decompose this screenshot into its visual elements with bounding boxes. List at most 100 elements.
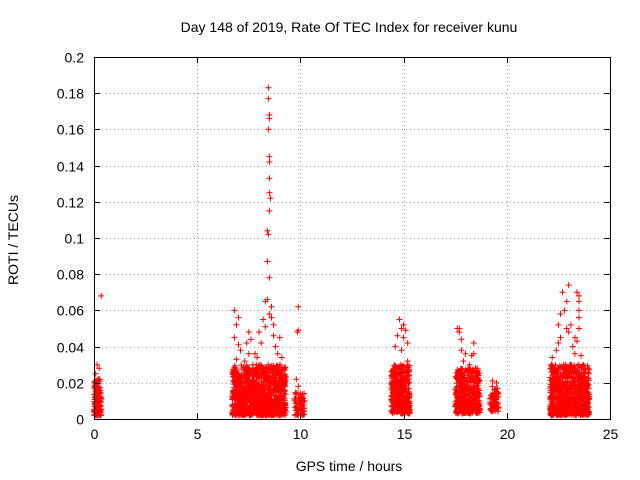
data-point (237, 347, 244, 354)
data-point (390, 388, 397, 395)
data-point (493, 379, 500, 386)
data-point (268, 390, 275, 397)
data-point (398, 381, 405, 388)
data-point (280, 375, 287, 381)
data-point (266, 153, 273, 160)
data-point (248, 409, 255, 416)
data-point (250, 372, 257, 379)
data-point (246, 405, 253, 412)
data-point (568, 405, 575, 412)
data-point (584, 383, 591, 390)
data-point (549, 354, 556, 361)
chart-title: Day 148 of 2019, Rate Of TEC Index for r… (181, 19, 518, 35)
data-point (569, 343, 576, 350)
data-point (565, 368, 572, 375)
data-point (254, 400, 261, 407)
data-point (569, 364, 576, 371)
data-point (489, 383, 496, 390)
data-point (267, 406, 274, 413)
data-point (473, 410, 480, 417)
data-point (547, 374, 554, 381)
data-point (495, 390, 502, 397)
data-point (266, 274, 273, 281)
data-point (277, 408, 283, 415)
data-point (561, 383, 568, 390)
data-point (563, 298, 570, 305)
data-point (266, 207, 273, 214)
data-point (555, 340, 562, 346)
data-point (554, 389, 561, 395)
data-point (396, 386, 403, 393)
data-point (294, 399, 301, 406)
data-point (266, 115, 273, 122)
y-axis-label: ROTI / TECUs (5, 195, 21, 285)
data-point (264, 399, 271, 406)
data-point (463, 398, 470, 405)
data-point (229, 396, 236, 403)
data-point (571, 350, 578, 357)
data-point (397, 371, 404, 378)
data-point (398, 398, 405, 405)
data-point (249, 361, 256, 368)
data-point (466, 361, 473, 368)
data-point (548, 361, 555, 368)
data-point (460, 358, 467, 365)
data-point (460, 406, 467, 412)
data-point (294, 411, 300, 418)
data-point (584, 400, 591, 407)
data-point (254, 354, 261, 361)
data-point (248, 403, 255, 410)
data-point (392, 378, 399, 385)
data-point (258, 340, 265, 346)
data-point (474, 371, 480, 378)
x-tick-label: 5 (194, 426, 202, 442)
data-point (277, 385, 283, 392)
y-tick-label: 0.2 (65, 50, 85, 66)
data-point (398, 347, 405, 354)
data-point (585, 365, 592, 372)
data-point (273, 371, 280, 378)
data-point (404, 340, 411, 346)
data-point (402, 406, 409, 413)
data-point (476, 393, 483, 400)
data-point (576, 307, 582, 314)
data-point (576, 292, 582, 299)
data-point (405, 380, 412, 387)
data-point (456, 401, 463, 408)
tick-labels: 0 5 10 15 20 25 0 0.02 0.04 0.06 0.08 0.1 0.12 0.14 0.… (57, 50, 619, 443)
data-point (301, 397, 308, 404)
data-point (96, 365, 103, 372)
data-point (583, 375, 590, 382)
data-point (246, 384, 253, 390)
data-point (579, 363, 586, 369)
y-tick-label: 0.1 (65, 231, 85, 247)
data-point (467, 400, 474, 407)
data-point (265, 95, 272, 102)
x-axis-label: GPS time / hours (296, 458, 403, 474)
data-point (461, 393, 468, 400)
data-point (234, 371, 241, 378)
data-point (489, 400, 496, 407)
data-point (561, 373, 568, 380)
data-point (256, 329, 263, 336)
data-point (467, 371, 473, 378)
data-point (569, 395, 576, 402)
data-point (452, 409, 459, 416)
data-point (258, 395, 265, 402)
data-point (458, 336, 465, 343)
data-point (459, 410, 466, 417)
data-point (549, 380, 556, 387)
data-point (394, 332, 401, 339)
data-point (240, 370, 247, 377)
data-point (245, 350, 252, 357)
data-point (243, 366, 250, 373)
data-point (251, 386, 258, 393)
data-point (271, 396, 278, 403)
data-point (95, 376, 102, 383)
data-point (94, 361, 101, 368)
data-point (547, 405, 554, 412)
data-point (280, 410, 287, 417)
data-point (578, 352, 585, 359)
y-tick-label: 0.02 (57, 376, 84, 392)
